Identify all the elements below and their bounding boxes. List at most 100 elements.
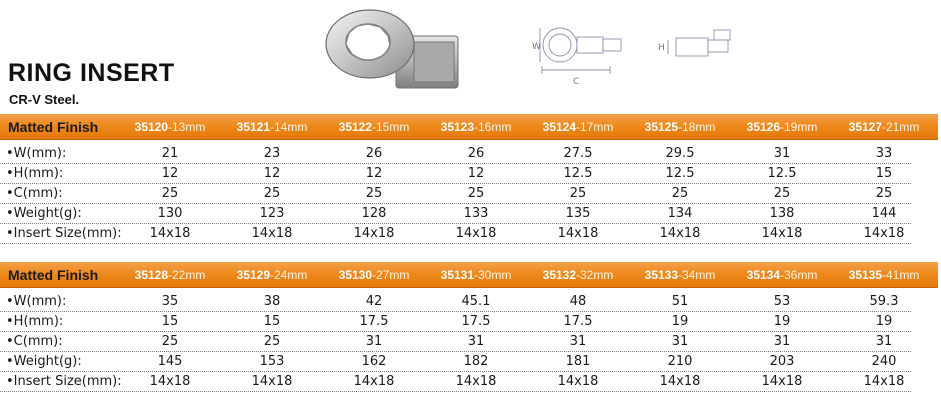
- ring-insert-photo: [325, 9, 459, 89]
- page-title: RING INSERT: [8, 59, 175, 87]
- row-label: •W(mm):: [6, 146, 67, 161]
- column-header: 35125-18mm: [644, 120, 716, 134]
- table-cell: 31: [365, 334, 383, 349]
- spec-table-1: Matted Finish 35120-13mm 35121-14mm 3512…: [0, 114, 941, 244]
- c-dimension-label: C: [573, 77, 579, 87]
- column-header: 35126-19mm: [746, 120, 818, 134]
- table-row-h: •H(mm): 15 15 17.5 17.5 17.5 19 19 19: [0, 312, 941, 332]
- table-cell: 25: [671, 186, 689, 201]
- table-cell: 144: [871, 206, 897, 221]
- row-label: •Insert Size(mm):: [6, 374, 122, 389]
- spec-table-2: Matted Finish 35128-22mm 35129-24mm 3513…: [0, 262, 941, 392]
- table-cell: 15: [161, 314, 179, 329]
- table-cell: 27.5: [563, 146, 593, 161]
- table-cell: 19: [875, 314, 893, 329]
- table-cell: 12: [161, 166, 179, 181]
- table-row-w: •W(mm): 21 23 26 26 27.5 29.5 31 33: [0, 144, 941, 164]
- row-label: •H(mm):: [6, 314, 64, 329]
- table-cell: 25: [263, 334, 281, 349]
- table-cell: 134: [667, 206, 693, 221]
- column-header: 35123-16mm: [440, 120, 512, 134]
- table-cell: 25: [161, 334, 179, 349]
- table-cell: 15: [875, 166, 893, 181]
- table-cell: 135: [565, 206, 591, 221]
- column-header: 35132-32mm: [542, 268, 614, 282]
- table-cell: 210: [667, 354, 693, 369]
- table-cell: 31: [773, 146, 791, 161]
- table-cell: 25: [365, 186, 383, 201]
- table-cell: 162: [361, 354, 387, 369]
- h-dimension-label: H: [658, 43, 665, 53]
- table-cell: 14x18: [557, 226, 599, 241]
- table-cell: 14x18: [455, 226, 497, 241]
- table-cell: 14x18: [761, 226, 803, 241]
- table-cell: 17.5: [563, 314, 593, 329]
- table-cell: 33: [875, 146, 893, 161]
- table-cell: 25: [569, 186, 587, 201]
- finish-label: Matted Finish: [8, 119, 99, 135]
- table-cell: 23: [263, 146, 281, 161]
- table-cell: 14x18: [659, 374, 701, 389]
- table-cell: 35: [161, 294, 179, 309]
- table-cell: 12.5: [563, 166, 593, 181]
- table-cell: 17.5: [359, 314, 389, 329]
- table-cell: 14x18: [353, 374, 395, 389]
- table-cell: 14x18: [149, 374, 191, 389]
- table-cell: 15: [263, 314, 281, 329]
- table-cell: 25: [161, 186, 179, 201]
- table-cell: 12.5: [665, 166, 695, 181]
- table-cell: 123: [259, 206, 285, 221]
- table-cell: 45.1: [461, 294, 491, 309]
- table-cell: 25: [773, 186, 791, 201]
- table-cell: 31: [773, 334, 791, 349]
- table-cell: 31: [467, 334, 485, 349]
- dimension-diagram: W C H: [532, 27, 731, 87]
- table-cell: 14x18: [251, 226, 293, 241]
- table-cell: 26: [467, 146, 485, 161]
- table-cell: 128: [361, 206, 387, 221]
- table-cell: 12: [365, 166, 383, 181]
- table-cell: 153: [259, 354, 285, 369]
- table-cell: 21: [161, 146, 179, 161]
- table-cell: 14x18: [251, 374, 293, 389]
- table-cell: 53: [773, 294, 791, 309]
- column-header: 35121-14mm: [236, 120, 308, 134]
- table-cell: 19: [773, 314, 791, 329]
- table-row-c: •C(mm): 25 25 31 31 31 31 31 31: [0, 332, 941, 352]
- table-row-w: •W(mm): 35 38 42 45.1 48 51 53 59.3: [0, 292, 941, 312]
- row-label: •C(mm):: [6, 334, 63, 349]
- table-cell: 19: [671, 314, 689, 329]
- column-header: 35127-21mm: [848, 120, 920, 134]
- table-cell: 42: [365, 294, 383, 309]
- column-header: 35131-30mm: [440, 268, 512, 282]
- table-cell: 145: [157, 354, 183, 369]
- table-cell: 14x18: [761, 374, 803, 389]
- table-cell: 31: [875, 334, 893, 349]
- table-cell: 14x18: [659, 226, 701, 241]
- table-cell: 51: [671, 294, 689, 309]
- table-cell: 38: [263, 294, 281, 309]
- table-row-h: •H(mm): 12 12 12 12 12.5 12.5 12.5 15: [0, 164, 941, 184]
- table-cell: 203: [769, 354, 795, 369]
- table-cell: 14x18: [353, 226, 395, 241]
- table-cell: 130: [157, 206, 183, 221]
- row-label: •Insert Size(mm):: [6, 226, 122, 241]
- table-cell: 182: [463, 354, 489, 369]
- column-header: 35124-17mm: [542, 120, 614, 134]
- table-cell: 25: [875, 186, 893, 201]
- table-cell: 181: [565, 354, 591, 369]
- table-cell: 14x18: [863, 226, 905, 241]
- table-cell: 133: [463, 206, 489, 221]
- table-cell: 31: [671, 334, 689, 349]
- table-row-weight: •Weight(g): 130 123 128 133 135 134 138 …: [0, 204, 941, 224]
- table-cell: 240: [871, 354, 897, 369]
- column-header: 35134-36mm: [746, 268, 818, 282]
- column-header: 35129-24mm: [236, 268, 308, 282]
- row-label: •W(mm):: [6, 294, 67, 309]
- table-cell: 59.3: [869, 294, 899, 309]
- row-label: •C(mm):: [6, 186, 63, 201]
- w-dimension-label: W: [532, 42, 541, 52]
- table-cell: 29.5: [665, 146, 695, 161]
- table-header: Matted Finish 35128-22mm 35129-24mm 3513…: [0, 262, 938, 288]
- table-cell: 26: [365, 146, 383, 161]
